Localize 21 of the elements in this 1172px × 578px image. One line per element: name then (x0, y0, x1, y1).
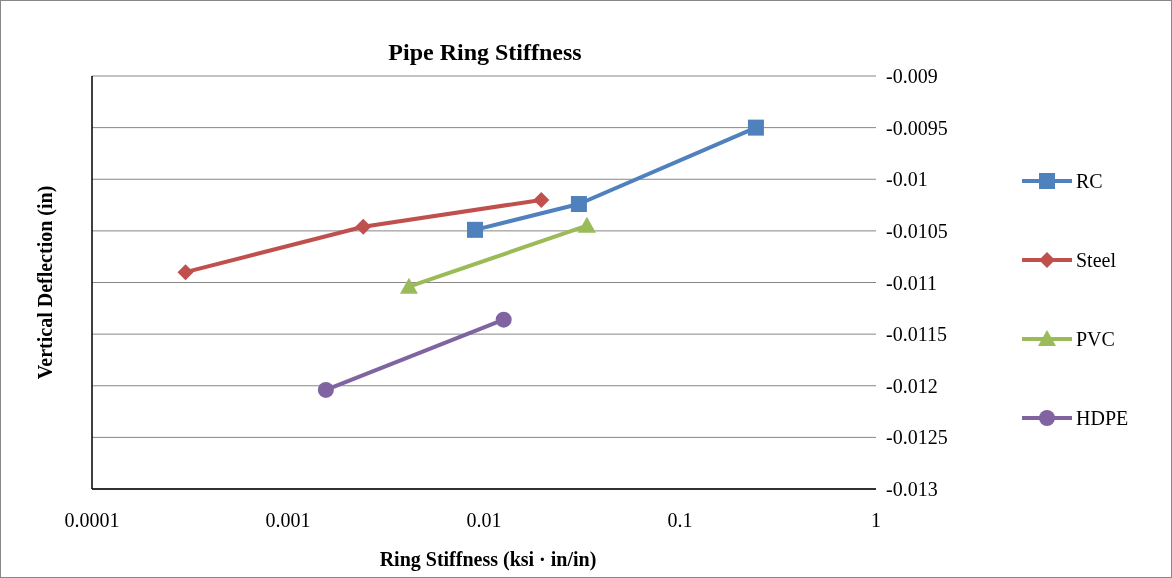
legend-label: PVC (1076, 328, 1115, 350)
x-tick-label: 0.01 (466, 509, 502, 531)
x-tick-label: 0.001 (265, 509, 311, 531)
x-axis-title: Ring Stiffness (ksi · in/in) (379, 548, 597, 571)
x-tick-label: 0.1 (667, 509, 693, 531)
legend-label: Steel (1076, 249, 1117, 271)
x-tick-label: 0.0001 (64, 509, 120, 531)
y-axis-title: Vertical Deflection (in) (34, 185, 57, 380)
legend-label: RC (1076, 170, 1103, 192)
legend-label: HDPE (1076, 407, 1129, 429)
chart-title: Pipe Ring Stiffness (388, 39, 582, 65)
y-tick-label: -0.009 (886, 65, 938, 87)
y-tick-label: -0.01 (886, 168, 928, 191)
y-tick-label: -0.0105 (886, 219, 948, 242)
x-tick-label: 1 (871, 509, 881, 531)
y-tick-label: -0.0115 (886, 323, 947, 346)
y-tick-label: -0.012 (886, 374, 938, 397)
y-tick-label: -0.013 (886, 478, 938, 500)
y-tick-label: -0.0125 (886, 426, 948, 449)
y-tick-label: -0.011 (886, 271, 937, 294)
y-tick-label: -0.0095 (886, 116, 948, 139)
